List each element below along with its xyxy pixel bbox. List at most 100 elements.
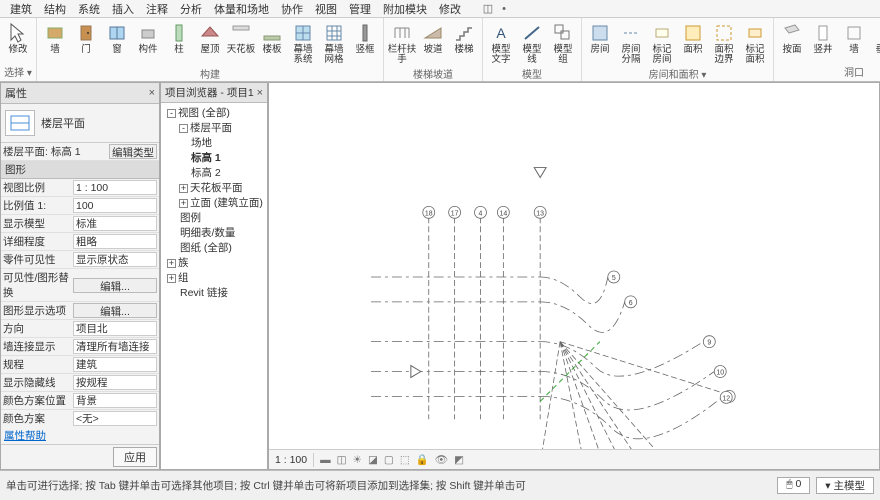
help-link[interactable]: 属性帮助: [1, 427, 159, 444]
tree-node[interactable]: 楼层平面: [190, 122, 232, 134]
edit-type-button[interactable]: 编辑类型: [109, 144, 157, 159]
menu-item[interactable]: 协作: [275, 0, 309, 18]
property-value[interactable]: 背景: [73, 393, 157, 408]
wall-icon: [44, 22, 66, 44]
apply-button[interactable]: 应用: [113, 447, 157, 467]
property-value[interactable]: 1 : 100: [73, 180, 157, 195]
property-value[interactable]: 100: [73, 198, 157, 213]
ribbon-button-face[interactable]: 按面: [777, 20, 807, 63]
tree-node[interactable]: 图例: [180, 212, 201, 224]
expander-icon[interactable]: -: [167, 109, 176, 118]
tree-node[interactable]: 场地: [191, 137, 212, 149]
property-value[interactable]: 标准: [73, 216, 157, 231]
property-value[interactable]: <无>: [73, 411, 157, 426]
property-value[interactable]: 按规程: [73, 375, 157, 390]
edit-button[interactable]: 编辑...: [73, 303, 157, 318]
edit-button[interactable]: 编辑...: [73, 278, 157, 293]
detail-level-icon[interactable]: ▬: [320, 454, 331, 466]
ribbon-label: 房间: [590, 45, 609, 55]
ribbon-button-door[interactable]: 门: [71, 20, 101, 65]
expander-icon[interactable]: +: [167, 259, 176, 268]
drawing-canvas[interactable]: 181741413569101112123478 1 : 100 ▬ ◫ ☀ ◪…: [268, 82, 880, 470]
menu-item[interactable]: 管理: [343, 0, 377, 18]
close-icon[interactable]: ×: [257, 87, 263, 99]
expander-icon[interactable]: +: [179, 184, 188, 193]
ribbon-button-curtainwall[interactable]: 幕墙 系统: [288, 20, 318, 65]
ribbon-button-vert[interactable]: 垂直: [870, 20, 880, 63]
tree-node[interactable]: 组: [178, 272, 189, 284]
menu-item[interactable]: 注释: [140, 0, 174, 18]
type-selector[interactable]: 楼层平面: [1, 104, 159, 143]
lock-icon[interactable]: 🔒: [416, 453, 429, 466]
ribbon-button-curtaingrid[interactable]: 幕墙 网格: [319, 20, 349, 65]
tree-node[interactable]: Revit 链接: [180, 287, 228, 299]
crop-region-icon[interactable]: ⬚: [400, 454, 410, 466]
ribbon-button-stair[interactable]: 楼梯: [449, 20, 479, 65]
ribbon-button-areatag[interactable]: 标记 面积: [740, 20, 770, 65]
property-value[interactable]: 项目北: [73, 321, 157, 336]
ribbon-button-roomsep[interactable]: 房间 分隔: [616, 20, 646, 65]
sun-icon[interactable]: ☀: [353, 454, 362, 466]
menu-item[interactable]: 附加模块: [377, 0, 433, 18]
ribbon-button-window[interactable]: 窗: [102, 20, 132, 65]
ribbon-button-component[interactable]: 构件: [133, 20, 163, 65]
expander-icon[interactable]: -: [179, 124, 188, 133]
ribbon-button-wallsq[interactable]: 墙: [839, 20, 869, 63]
menu-item[interactable]: 建筑: [4, 0, 38, 18]
tree-node[interactable]: 立面 (建筑立面): [190, 197, 263, 209]
ribbon-button-text[interactable]: A模型 文字: [486, 20, 516, 65]
menu-item[interactable]: 分析: [174, 0, 208, 18]
ribbon-button-ceiling[interactable]: 天花板: [226, 20, 256, 65]
project-tree[interactable]: -视图 (全部) -楼层平面 场地 标高 1 标高 2 +天花板平面 +立面 (…: [161, 103, 267, 469]
menu-item[interactable]: 体量和场地: [208, 0, 275, 18]
crop-icon[interactable]: ▢: [384, 454, 394, 466]
tree-node[interactable]: 标高 2: [191, 167, 221, 179]
property-value[interactable]: 粗略: [73, 234, 157, 249]
ribbon-button-cursor[interactable]: 修改: [3, 20, 33, 63]
ribbon-button-shaft[interactable]: 竖井: [808, 20, 838, 63]
shadows-icon[interactable]: ◪: [368, 454, 378, 466]
menu-item[interactable]: 结构: [38, 0, 72, 18]
drawing-svg[interactable]: 181741413569101112123478: [269, 83, 879, 469]
menu-item[interactable]: 修改: [433, 0, 467, 18]
close-icon[interactable]: ×: [149, 87, 155, 99]
tree-node[interactable]: 族: [178, 257, 189, 269]
hide-icon[interactable]: 👁: [435, 453, 448, 466]
ribbon-button-railing[interactable]: 栏杆扶手: [387, 20, 417, 65]
ribbon-button-floor[interactable]: 楼板: [257, 20, 287, 65]
expander-icon[interactable]: +: [167, 274, 176, 283]
tree-node[interactable]: 视图 (全部): [178, 107, 230, 119]
ribbon-button-roof[interactable]: 屋顶: [195, 20, 225, 65]
menu-item[interactable]: 视图: [309, 0, 343, 18]
ribbon-button-mullion[interactable]: 竖框: [350, 20, 380, 65]
ribbon-button-group[interactable]: 模型 组: [548, 20, 578, 65]
ribbon-button-room[interactable]: 房间: [585, 20, 615, 65]
selection-count[interactable]: 🖱 0: [777, 477, 810, 494]
menu-item[interactable]: 插入: [106, 0, 140, 18]
props-section-header[interactable]: 图形: [1, 161, 159, 179]
property-value[interactable]: 清理所有墙连接: [73, 339, 157, 354]
tree-node[interactable]: 图纸 (全部): [180, 242, 232, 254]
tree-node[interactable]: 明细表/数量: [180, 227, 235, 239]
expander-icon[interactable]: +: [179, 199, 188, 208]
ribbon-button-column[interactable]: 柱: [164, 20, 194, 65]
ribbon-button-areabd[interactable]: 面积 边界: [709, 20, 739, 65]
workset-selector[interactable]: ▾ 主模型: [816, 477, 874, 494]
ribbon-button-tag[interactable]: 标记 房间: [647, 20, 677, 65]
room-icon: [589, 22, 611, 44]
visual-style-icon[interactable]: ◫: [337, 454, 347, 466]
cube-icon[interactable]: ◫: [481, 2, 495, 16]
menu-item[interactable]: 系统: [72, 0, 106, 18]
view-scale[interactable]: 1 : 100: [275, 454, 307, 466]
tree-node[interactable]: 天花板平面: [190, 182, 243, 194]
tree-node-active[interactable]: 标高 1: [191, 152, 221, 164]
ribbon-button-wall[interactable]: 墙: [40, 20, 70, 65]
property-value[interactable]: 建筑: [73, 357, 157, 372]
ribbon-button-ramp[interactable]: 坡道: [418, 20, 448, 65]
ribbon-button-area[interactable]: 面积: [678, 20, 708, 65]
property-value[interactable]: 显示原状态: [73, 252, 157, 267]
ribbon-button-line[interactable]: 模型 线: [517, 20, 547, 65]
ribbon-label: 墙: [849, 45, 859, 55]
reveal-icon[interactable]: ◩: [454, 454, 464, 466]
dot-icon[interactable]: •: [497, 2, 511, 16]
